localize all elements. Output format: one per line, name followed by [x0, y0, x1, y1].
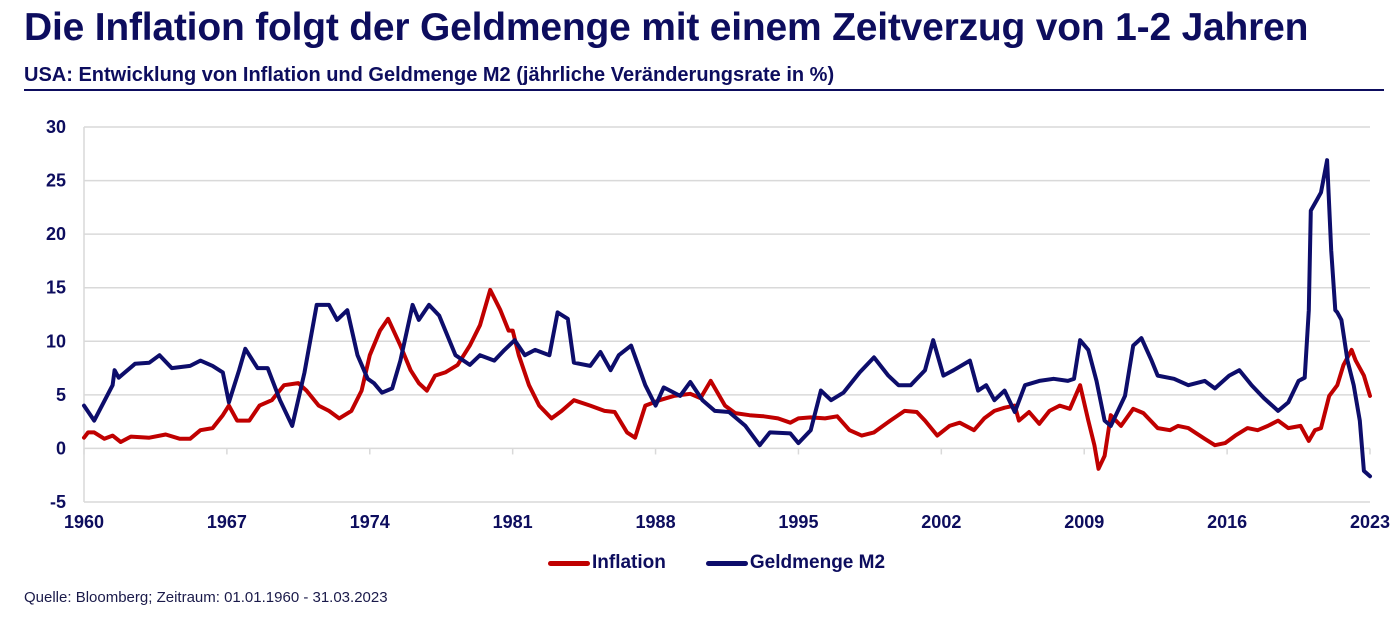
series-line-m2: [82, 158, 1372, 479]
y-tick-label: -5: [50, 492, 66, 512]
page-title: Die Inflation folgt der Geldmenge mit ei…: [24, 6, 1309, 49]
x-tick-label: 1974: [350, 512, 390, 532]
x-tick-label: 1995: [778, 512, 818, 532]
x-tick-label: 2023: [1350, 512, 1390, 532]
y-tick-label: 25: [46, 171, 66, 191]
legend: Inflation Geldmenge M2: [548, 552, 925, 574]
legend-item-m2[interactable]: Geldmenge M2: [705, 552, 886, 574]
y-axis-tick-labels: -5 0 5 10 15 20 25 30: [46, 117, 66, 512]
series-lines: [82, 158, 1372, 479]
x-tick-label: 2016: [1207, 512, 1247, 532]
chart-subtitle: USA: Entwicklung von Inflation und Geldm…: [24, 64, 835, 86]
y-tick-label: 15: [46, 278, 66, 298]
gridlines: [84, 126, 1370, 503]
title-divider: [24, 89, 1384, 91]
y-tick-label: 10: [46, 331, 66, 351]
x-axis: [83, 127, 1371, 502]
legend-swatch-m2: [705, 560, 748, 566]
y-tick-label: 0: [56, 438, 66, 458]
legend-swatch-inflation: [548, 560, 590, 566]
legend-item-inflation[interactable]: Inflation: [548, 552, 666, 574]
x-axis-tick-labels: 1960 1967 1974 1981 1988 1995 2002 2009 2016 2023: [64, 512, 1390, 532]
x-tick-label: 1981: [493, 512, 533, 532]
legend-label-inflation: Inflation: [592, 552, 666, 573]
x-tick-label: 1967: [207, 512, 247, 532]
y-tick-label: 30: [46, 117, 66, 137]
y-tick-label: 5: [56, 385, 66, 405]
source-note: Quelle: Bloomberg; Zeitraum: 01.01.1960 …: [24, 589, 388, 606]
x-tick-label: 1960: [64, 512, 104, 532]
x-tick-label: 1988: [636, 512, 676, 532]
x-tick-label: 2002: [921, 512, 961, 532]
y-tick-label: 20: [46, 224, 66, 244]
legend-label-m2: Geldmenge M2: [749, 552, 886, 573]
x-tick-label: 2009: [1064, 512, 1104, 532]
